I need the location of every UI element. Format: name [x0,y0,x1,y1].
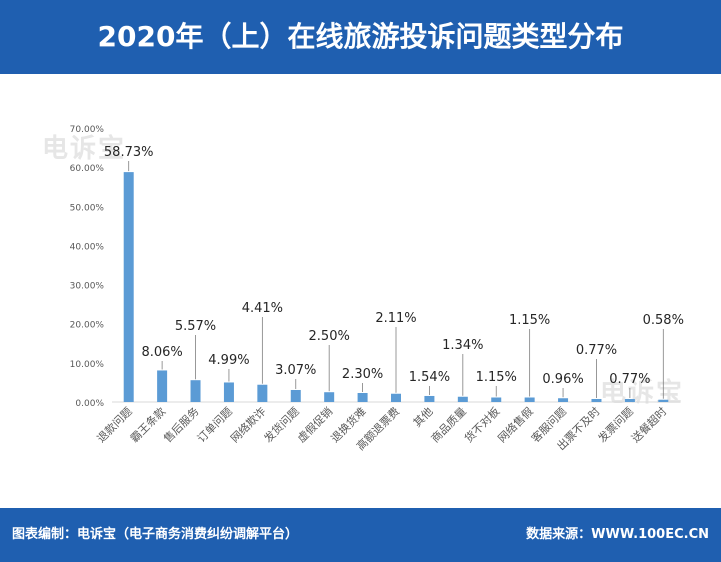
bar-3 [223,382,234,402]
data-label: 0.77% [609,372,650,387]
data-label: 3.07% [275,363,316,378]
chart: 0.00% 10.00% 20.00% 30.00% 40.00% 50.00% 60.00… [70,125,684,453]
data-label: 5.57% [175,319,216,334]
header-banner: 2020年（上）在线旅游投诉问题类型分布 [0,0,721,74]
bar-2 [190,380,201,402]
bar-1 [157,370,168,402]
bar-16 [658,399,669,402]
bar-10 [457,396,468,402]
bar-14 [591,398,602,402]
data-label: 2.50% [309,329,350,344]
y-tick-label: 20.00% [70,321,105,331]
x-tick-label: 售后服务 [161,404,202,445]
x-tick-label: 网络欺诈 [227,404,268,445]
bar-8 [391,393,401,402]
data-label: 4.41% [242,301,283,316]
footer-banner: 图表编制：电诉宝（电子商务消费纠纷调解平台） 数据来源：WWW.100EC.CN [0,508,721,562]
data-label: 1.15% [509,313,550,328]
x-tick-label: 发票问题 [595,404,636,445]
x-tick-label: 送餐超时 [628,404,669,445]
page-title: 2020年（上）在线旅游投诉问题类型分布 [97,20,624,53]
x-tick-label: 货不对板 [461,404,502,445]
y-tick-label: 70.00% [70,125,105,135]
watermark-logo-left: 电诉宝 [42,134,127,164]
x-tick-label: 虚假促销 [294,404,335,445]
data-label: 0.96% [542,372,583,387]
x-tick-label: 商品质量 [428,404,469,445]
y-tick-label: 60.00% [70,164,105,174]
bar-4 [257,384,268,402]
watermark-logo-right: 电诉宝 [600,378,685,408]
footer-source-compiler: 图表编制：电诉宝（电子商务消费纠纷调解平台） [12,527,299,542]
y-tick-label: 0.00% [75,399,104,409]
data-label: 2.11% [375,311,416,326]
y-tick-label: 30.00% [70,282,105,292]
x-tick-label: 订单问题 [195,405,235,445]
data-label: 4.99% [208,353,249,368]
bar-15 [624,398,635,402]
data-label: 1.15% [476,370,517,385]
data-label: 58.73% [104,145,154,160]
data-label: 0.58% [643,313,684,328]
bar-12 [524,397,535,402]
data-label: 1.34% [442,338,483,353]
y-tick-label: 10.00% [70,360,105,370]
x-tick-label: 霸王条款 [127,404,168,445]
data-label: 1.54% [409,370,450,385]
bar-13 [558,398,569,402]
data-label: 8.06% [141,345,182,360]
data-label: 2.30% [342,367,383,382]
y-tick-label: 50.00% [70,203,105,213]
bar-11 [491,397,502,402]
bar-5 [290,389,301,402]
bar-0 [123,172,134,402]
bar-6 [324,392,335,402]
data-label: 0.77% [576,343,617,358]
bar-9 [424,395,435,402]
x-tick-label: 其他 [411,405,436,430]
footer-data-source: 数据来源：WWW.100EC.CN [526,527,709,542]
x-tick-label: 退款问题 [94,404,135,445]
y-tick-label: 40.00% [70,242,105,252]
x-tick-label: 发货问题 [261,404,302,445]
bar-7 [357,392,368,402]
x-tick-label: 网络售假 [495,404,536,445]
